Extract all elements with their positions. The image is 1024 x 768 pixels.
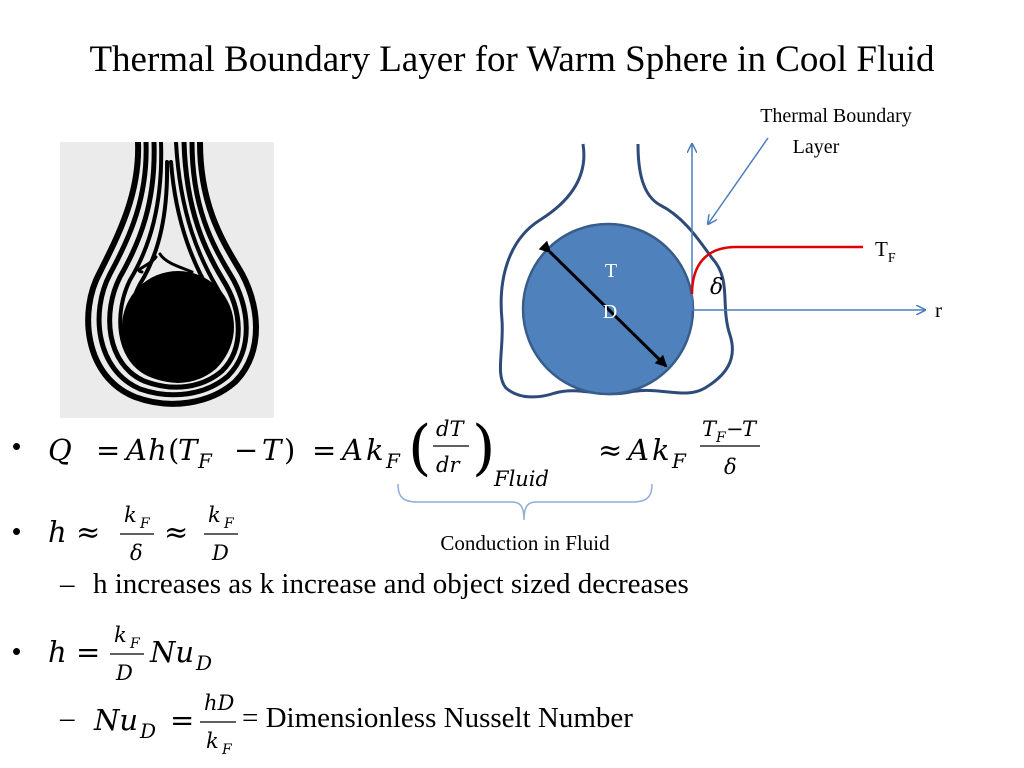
sub-bullet-marker: – bbox=[60, 568, 75, 600]
svg-text:F: F bbox=[385, 449, 401, 473]
svg-text:(: ( bbox=[408, 413, 431, 483]
svg-text:A: A bbox=[339, 433, 363, 467]
svg-text:Q: Q bbox=[48, 433, 72, 467]
svg-text:=: = bbox=[170, 703, 194, 737]
svg-text:dT: dT bbox=[436, 417, 465, 441]
svg-text:F: F bbox=[129, 636, 141, 652]
nusselt-definition: Nu D = hD k F bbox=[93, 691, 236, 758]
svg-text:F: F bbox=[715, 430, 727, 446]
svg-text:−: − bbox=[234, 433, 258, 467]
svg-text:): ) bbox=[284, 433, 295, 467]
svg-text:D: D bbox=[115, 661, 133, 685]
h-nusselt-equation: h = k F D Nu D bbox=[48, 623, 212, 685]
bullet-marker: • bbox=[12, 431, 22, 461]
r-axis-label: r bbox=[935, 298, 942, 322]
svg-text:A: A bbox=[625, 433, 649, 467]
svg-text:(: ( bbox=[168, 433, 179, 467]
svg-text:D: D bbox=[139, 719, 156, 743]
svg-text:k: k bbox=[206, 729, 219, 753]
svg-text:T: T bbox=[742, 417, 758, 441]
svg-text:≈: ≈ bbox=[76, 515, 100, 549]
bullet-marker: • bbox=[12, 636, 22, 666]
conduction-brace bbox=[397, 483, 653, 521]
diameter-arrow bbox=[538, 240, 668, 368]
svg-text:δ: δ bbox=[130, 541, 143, 565]
svg-text:h: h bbox=[48, 635, 67, 669]
boundary-layer-diagram: Thermal Boundary Layer TF T D δ r bbox=[498, 105, 942, 399]
boundary-label-line1: Thermal Boundary bbox=[760, 105, 912, 127]
svg-text:Nu: Nu bbox=[149, 635, 194, 669]
svg-text:=: = bbox=[76, 635, 100, 669]
svg-text:k: k bbox=[124, 503, 137, 527]
boundary-label-line2: Layer bbox=[793, 136, 840, 158]
svg-text:T: T bbox=[262, 433, 284, 467]
nusselt-description: = Dimensionless Nusselt Number bbox=[242, 702, 633, 734]
h-approx-equation: h ≈ k F δ ≈ k F D bbox=[48, 503, 238, 565]
svg-text:F: F bbox=[221, 742, 233, 758]
svg-text:h: h bbox=[48, 515, 67, 549]
svg-text:T: T bbox=[178, 433, 200, 467]
svg-text:−: − bbox=[726, 417, 744, 441]
svg-text:F: F bbox=[223, 516, 235, 532]
svg-text:): ) bbox=[472, 413, 495, 483]
q-equation: Q = A h ( T F − T ) = A k F ( dT dr ) Fl… bbox=[48, 413, 760, 491]
svg-text:≈: ≈ bbox=[598, 433, 622, 467]
svg-text:≈: ≈ bbox=[164, 515, 188, 549]
svg-text:=: = bbox=[312, 433, 336, 467]
svg-text:D: D bbox=[195, 651, 212, 675]
svg-text:F: F bbox=[197, 449, 213, 473]
svg-text:=: = bbox=[96, 433, 120, 467]
svg-text:Fluid: Fluid bbox=[493, 467, 549, 491]
slide-title: Thermal Boundary Layer for Warm Sphere i… bbox=[89, 39, 935, 80]
boundary-label-leader bbox=[708, 137, 769, 224]
svg-text:dr: dr bbox=[436, 453, 461, 477]
svg-text:A: A bbox=[123, 433, 147, 467]
sphere-temperature-label: T bbox=[605, 260, 617, 282]
svg-text:F: F bbox=[139, 516, 151, 532]
svg-text:k: k bbox=[114, 623, 127, 647]
svg-text:k: k bbox=[652, 433, 670, 467]
conduction-label: Conduction in Fluid bbox=[440, 531, 610, 555]
h-increase-note: h increases as k increase and object siz… bbox=[93, 568, 689, 600]
svg-text:hD: hD bbox=[204, 691, 235, 715]
delta-label: δ bbox=[710, 275, 723, 300]
sphere-diameter-label: D bbox=[603, 301, 617, 323]
svg-text:Nu: Nu bbox=[93, 703, 138, 737]
svg-text:F: F bbox=[671, 449, 687, 473]
svg-text:h: h bbox=[148, 433, 167, 467]
svg-text:δ: δ bbox=[724, 455, 737, 479]
svg-text:k: k bbox=[366, 433, 384, 467]
tf-label: TF bbox=[875, 237, 896, 266]
svg-text:T: T bbox=[702, 417, 718, 441]
svg-text:k: k bbox=[208, 503, 221, 527]
schlieren-photo bbox=[60, 142, 274, 418]
bullet-marker: • bbox=[12, 516, 22, 546]
svg-text:D: D bbox=[211, 541, 229, 565]
sub-bullet-marker: – bbox=[60, 702, 75, 734]
temperature-profile bbox=[690, 245, 863, 295]
